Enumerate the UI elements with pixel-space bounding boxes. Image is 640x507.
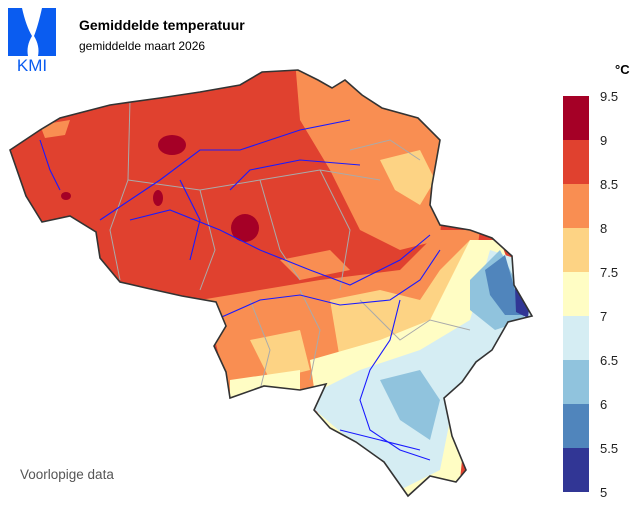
legend-label: 6.5 bbox=[600, 353, 619, 368]
legend-unit: °C bbox=[615, 62, 630, 77]
zone-6-6.5-ardennes bbox=[380, 370, 440, 440]
legend-label: 9.5 bbox=[600, 89, 619, 104]
zone-9-9.5 bbox=[153, 190, 163, 206]
province-borders bbox=[109, 99, 471, 391]
legend-bin bbox=[563, 96, 589, 140]
legend-bin bbox=[563, 360, 589, 404]
zone-7.5-8-limburg bbox=[380, 150, 435, 205]
legend-bin bbox=[563, 272, 589, 316]
zone-9-9.5 bbox=[61, 192, 71, 200]
legend-bin bbox=[563, 448, 589, 492]
legend-label: 8.5 bbox=[600, 177, 619, 192]
legend-label: 5.5 bbox=[600, 441, 619, 456]
legend-label: 6 bbox=[600, 397, 608, 412]
map-title: Gemiddelde temperatuur bbox=[79, 17, 245, 33]
kmi-logo: KMI bbox=[8, 8, 56, 72]
legend-bin bbox=[563, 184, 589, 228]
color-legend bbox=[563, 96, 589, 492]
legend-bin bbox=[563, 316, 589, 360]
zone-7.5-8-west bbox=[250, 330, 310, 380]
legend-bin bbox=[563, 404, 589, 448]
zone-5.5-6 bbox=[485, 255, 525, 315]
legend-label: 5 bbox=[600, 485, 608, 500]
svg-text:KMI: KMI bbox=[17, 56, 47, 72]
rivers bbox=[39, 119, 441, 461]
legend-label: 7 bbox=[600, 309, 608, 324]
zone-5-5.5 bbox=[515, 288, 530, 318]
legend-label: 7.5 bbox=[600, 265, 619, 280]
legend-label: 8 bbox=[600, 221, 608, 236]
legend-label: 9 bbox=[600, 133, 608, 148]
map-subtitle: gemiddelde maart 2026 bbox=[79, 39, 206, 53]
legend-bin bbox=[563, 140, 589, 184]
zone-9-9.5-brussels bbox=[231, 214, 259, 242]
zone-8-8.5-center bbox=[280, 250, 350, 280]
legend-bin bbox=[563, 228, 589, 272]
provisional-data-note: Voorlopige data bbox=[20, 467, 114, 482]
zone-9-9.5-ghent bbox=[158, 135, 186, 155]
